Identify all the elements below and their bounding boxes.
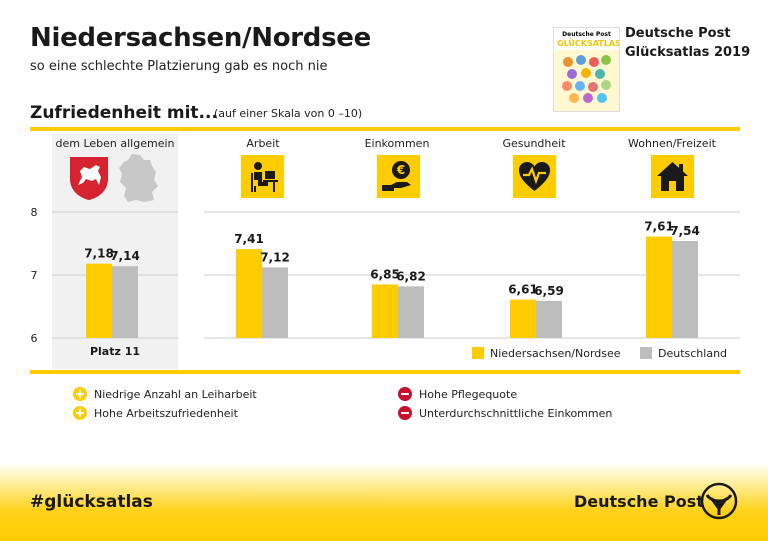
heart-pulse-icon (513, 155, 556, 198)
bar (510, 299, 536, 338)
top-divider (30, 127, 740, 131)
brand-line-1: Deutsche Post (625, 26, 731, 41)
bar (262, 267, 288, 338)
report-cover-image: Deutsche Post GLÜCKSATLAS (553, 27, 620, 112)
y-tick-label: 7 (31, 269, 38, 282)
bar (236, 249, 262, 338)
negative-note-text: Unterdurchschnittliche Einkommen (419, 407, 613, 420)
y-tick-label: 6 (31, 332, 38, 345)
data-label: 7,12 (260, 250, 290, 264)
minus-icon (398, 387, 412, 401)
category-label-arbeit: Arbeit (246, 137, 280, 150)
category-label-einkommen: Einkommen (364, 137, 430, 150)
brand-line-2: Glücksatlas 2019 (625, 45, 751, 60)
bar (536, 300, 562, 338)
hashtag: #glücksatlas (30, 492, 153, 512)
data-label: 6,61 (508, 283, 538, 297)
legend-label-germany: Deutschland (658, 347, 728, 360)
plus-icon (73, 406, 87, 420)
data-label: 6,85 (370, 267, 400, 281)
post-horn-logo-icon (700, 482, 738, 520)
data-label: 6,59 (534, 284, 564, 298)
data-label: 7,54 (670, 224, 700, 238)
svg-text:€: € (396, 163, 405, 177)
data-label: 7,41 (234, 232, 264, 246)
bar (672, 240, 698, 338)
negative-note: Unterdurchschnittliche Einkommen (398, 406, 612, 420)
cover-title: Deutsche Post (562, 31, 611, 38)
page-title: Niedersachsen/Nordsee (30, 23, 371, 53)
page-subtitle: so eine schlechte Platzierung gab es noc… (30, 59, 328, 74)
bar (398, 286, 424, 338)
category-label-gesundheit: Gesundheit (502, 137, 566, 150)
category-label-wohnen: Wohnen/Freizeit (628, 137, 716, 150)
legend-swatch-yellow (472, 347, 484, 359)
euro-hand-icon: € (377, 155, 420, 198)
worker-at-desk-icon (241, 155, 284, 198)
negative-note: Hohe Pflegequote (398, 387, 517, 401)
positive-note-text: Hohe Arbeitszufriedenheit (94, 407, 238, 420)
bar (372, 284, 398, 338)
legend-item-region: Niedersachsen/Nordsee (472, 347, 621, 360)
footer-band (0, 462, 768, 541)
cover-portraits-graphic (562, 55, 611, 103)
data-label: 7,18 (84, 247, 114, 261)
plus-icon (73, 387, 87, 401)
minus-icon (398, 406, 412, 420)
legend-swatch-gray (640, 347, 652, 359)
house-icon (651, 155, 694, 198)
negative-note-text: Hohe Pflegequote (419, 388, 518, 401)
legend-label-region: Niedersachsen/Nordsee (490, 347, 621, 360)
lower-saxony-coat-of-arms-icon (70, 157, 108, 200)
legend-item-germany: Deutschland (640, 347, 727, 360)
data-label: 7,61 (644, 220, 674, 234)
y-tick-label: 8 (31, 206, 38, 219)
rank-label: Platz 11 (89, 345, 141, 358)
footer-brand: Deutsche Post (574, 492, 704, 511)
bar (86, 263, 112, 338)
cover-word: GLÜCKSATLAS (557, 39, 620, 48)
scale-note: (auf einer Skala von 0 –10) (214, 107, 363, 120)
positive-note: Hohe Arbeitszufriedenheit (73, 406, 238, 420)
bar (112, 266, 138, 338)
germany-map-icon (119, 154, 158, 202)
data-label: 7,14 (110, 249, 140, 263)
positive-note-text: Niedrige Anzahl an Leiharbeit (94, 388, 257, 401)
bar (646, 236, 672, 338)
data-label: 6,82 (396, 269, 426, 283)
positive-note: Niedrige Anzahl an Leiharbeit (73, 387, 257, 401)
category-label-overall: dem Leben allgemein (55, 137, 175, 150)
section-title: Zufriedenheit mit... (30, 103, 218, 123)
bottom-divider (30, 370, 740, 374)
